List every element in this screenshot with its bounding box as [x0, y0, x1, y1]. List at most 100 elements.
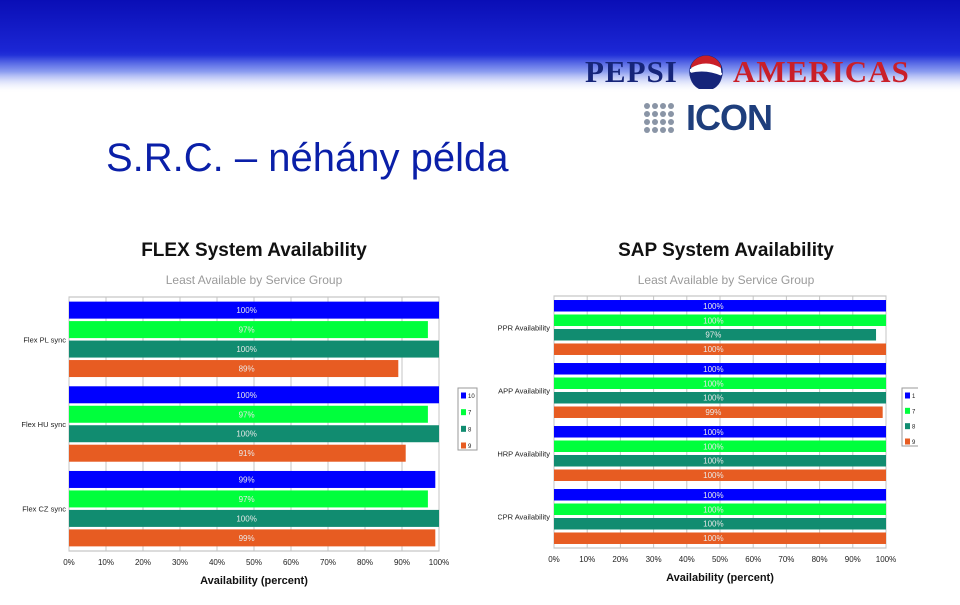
- legend-swatch: [905, 392, 910, 399]
- x-tick-label: 90%: [845, 555, 861, 564]
- icon-logo-text: ICON: [686, 97, 773, 138]
- x-tick-label: 20%: [135, 558, 151, 567]
- bar: [554, 314, 886, 327]
- chart-subtitle: Least Available by Service Group: [638, 273, 815, 287]
- legend-swatch: [905, 438, 910, 445]
- data-label: 89%: [239, 365, 255, 374]
- slide-title: S.R.C. – néhány példa: [106, 136, 509, 180]
- flex-availability-chart: FLEX System Availability Least Available …: [21, 240, 478, 587]
- data-label: 100%: [236, 430, 256, 439]
- data-label: 99%: [239, 534, 255, 543]
- data-label: 97%: [239, 495, 255, 504]
- x-tick-label: 80%: [812, 555, 828, 564]
- legend-swatch: [461, 392, 466, 399]
- legend-label: 9: [912, 440, 916, 446]
- data-label: 100%: [703, 428, 723, 437]
- data-label: 100%: [703, 534, 723, 543]
- bar: [69, 509, 439, 527]
- data-label: 97%: [705, 331, 721, 340]
- bar: [69, 360, 399, 378]
- data-label: 100%: [703, 442, 723, 451]
- data-label: 100%: [703, 491, 723, 500]
- bar: [554, 517, 886, 530]
- legend-label: 8: [912, 425, 916, 431]
- legend-swatch: [905, 407, 910, 414]
- category-label: Flex HU sync: [21, 420, 66, 429]
- pepsi-globe-icon: [689, 55, 723, 89]
- x-tick-label: 30%: [172, 558, 188, 567]
- x-axis-label: Availability (percent): [666, 572, 774, 584]
- x-tick-label: 0%: [548, 555, 560, 564]
- data-label: 100%: [703, 505, 723, 514]
- data-label: 100%: [703, 379, 723, 388]
- x-tick-label: 40%: [679, 555, 695, 564]
- bar: [554, 469, 886, 481]
- chart-subtitle: Least Available by Service Group: [166, 273, 343, 287]
- x-tick-label: 10%: [579, 555, 595, 564]
- data-label: 100%: [703, 302, 723, 311]
- category-label: Flex CZ sync: [22, 505, 66, 514]
- data-label: 100%: [703, 457, 723, 466]
- bar: [554, 426, 886, 438]
- bar: [69, 425, 439, 443]
- legend-label: 1: [912, 394, 916, 400]
- data-label: 100%: [703, 365, 723, 374]
- data-label: 97%: [239, 326, 255, 335]
- bar: [69, 529, 436, 547]
- bar: [554, 489, 886, 501]
- bar: [554, 440, 886, 453]
- legend-box: [901, 387, 918, 447]
- data-label: 100%: [236, 306, 256, 315]
- data-label: 100%: [703, 345, 723, 354]
- bar: [69, 470, 436, 488]
- x-tick-label: 70%: [320, 558, 336, 567]
- data-label: 100%: [236, 514, 256, 523]
- bar: [69, 444, 406, 462]
- x-tick-label: 80%: [357, 558, 373, 567]
- bar: [554, 391, 886, 404]
- category-label: CPR Availability: [498, 513, 550, 522]
- data-label: 99%: [239, 475, 255, 484]
- legend-swatch: [461, 409, 466, 416]
- category-label: Flex PL sync: [23, 335, 66, 344]
- legend-swatch: [905, 423, 910, 430]
- category-label: PPR Availability: [498, 324, 550, 333]
- category-label: HRP Availability: [498, 450, 550, 459]
- bar: [69, 321, 428, 339]
- legend-label: 8: [468, 427, 472, 433]
- legend-swatch: [461, 425, 466, 432]
- data-label: 100%: [703, 394, 723, 403]
- x-axis-label: Availability (percent): [200, 575, 308, 587]
- data-label: 100%: [236, 345, 256, 354]
- chart-title: SAP System Availability: [618, 240, 834, 261]
- bar: [554, 300, 886, 312]
- x-tick-label: 60%: [745, 555, 761, 564]
- legend-box: [457, 387, 478, 451]
- data-label: 100%: [703, 520, 723, 529]
- x-tick-label: 40%: [209, 558, 225, 567]
- bar: [554, 532, 886, 544]
- data-label: 99%: [705, 408, 721, 417]
- bar: [554, 377, 886, 390]
- bar: [554, 454, 886, 467]
- legend-label: 7: [468, 411, 472, 417]
- category-label: APP Availability: [498, 387, 550, 396]
- data-label: 100%: [703, 316, 723, 325]
- bar: [69, 301, 439, 319]
- x-tick-label: 0%: [63, 558, 75, 567]
- bar: [69, 340, 439, 358]
- bar: [69, 405, 428, 423]
- x-tick-label: 60%: [283, 558, 299, 567]
- bar: [554, 406, 883, 418]
- x-tick-label: 30%: [646, 555, 662, 564]
- x-tick-label: 100%: [876, 555, 896, 564]
- data-label: 100%: [236, 391, 256, 400]
- chart-title: FLEX System Availability: [141, 240, 367, 261]
- legend-label: 7: [912, 409, 916, 415]
- icon-logo-dots-icon: [644, 103, 674, 133]
- bar: [69, 490, 428, 508]
- sap-availability-chart: SAP System Availability Least Available b…: [498, 240, 918, 584]
- americas-logo-text: AMERICAS: [733, 54, 910, 89]
- legend-label: 9: [468, 444, 472, 450]
- legend-swatch: [461, 442, 466, 449]
